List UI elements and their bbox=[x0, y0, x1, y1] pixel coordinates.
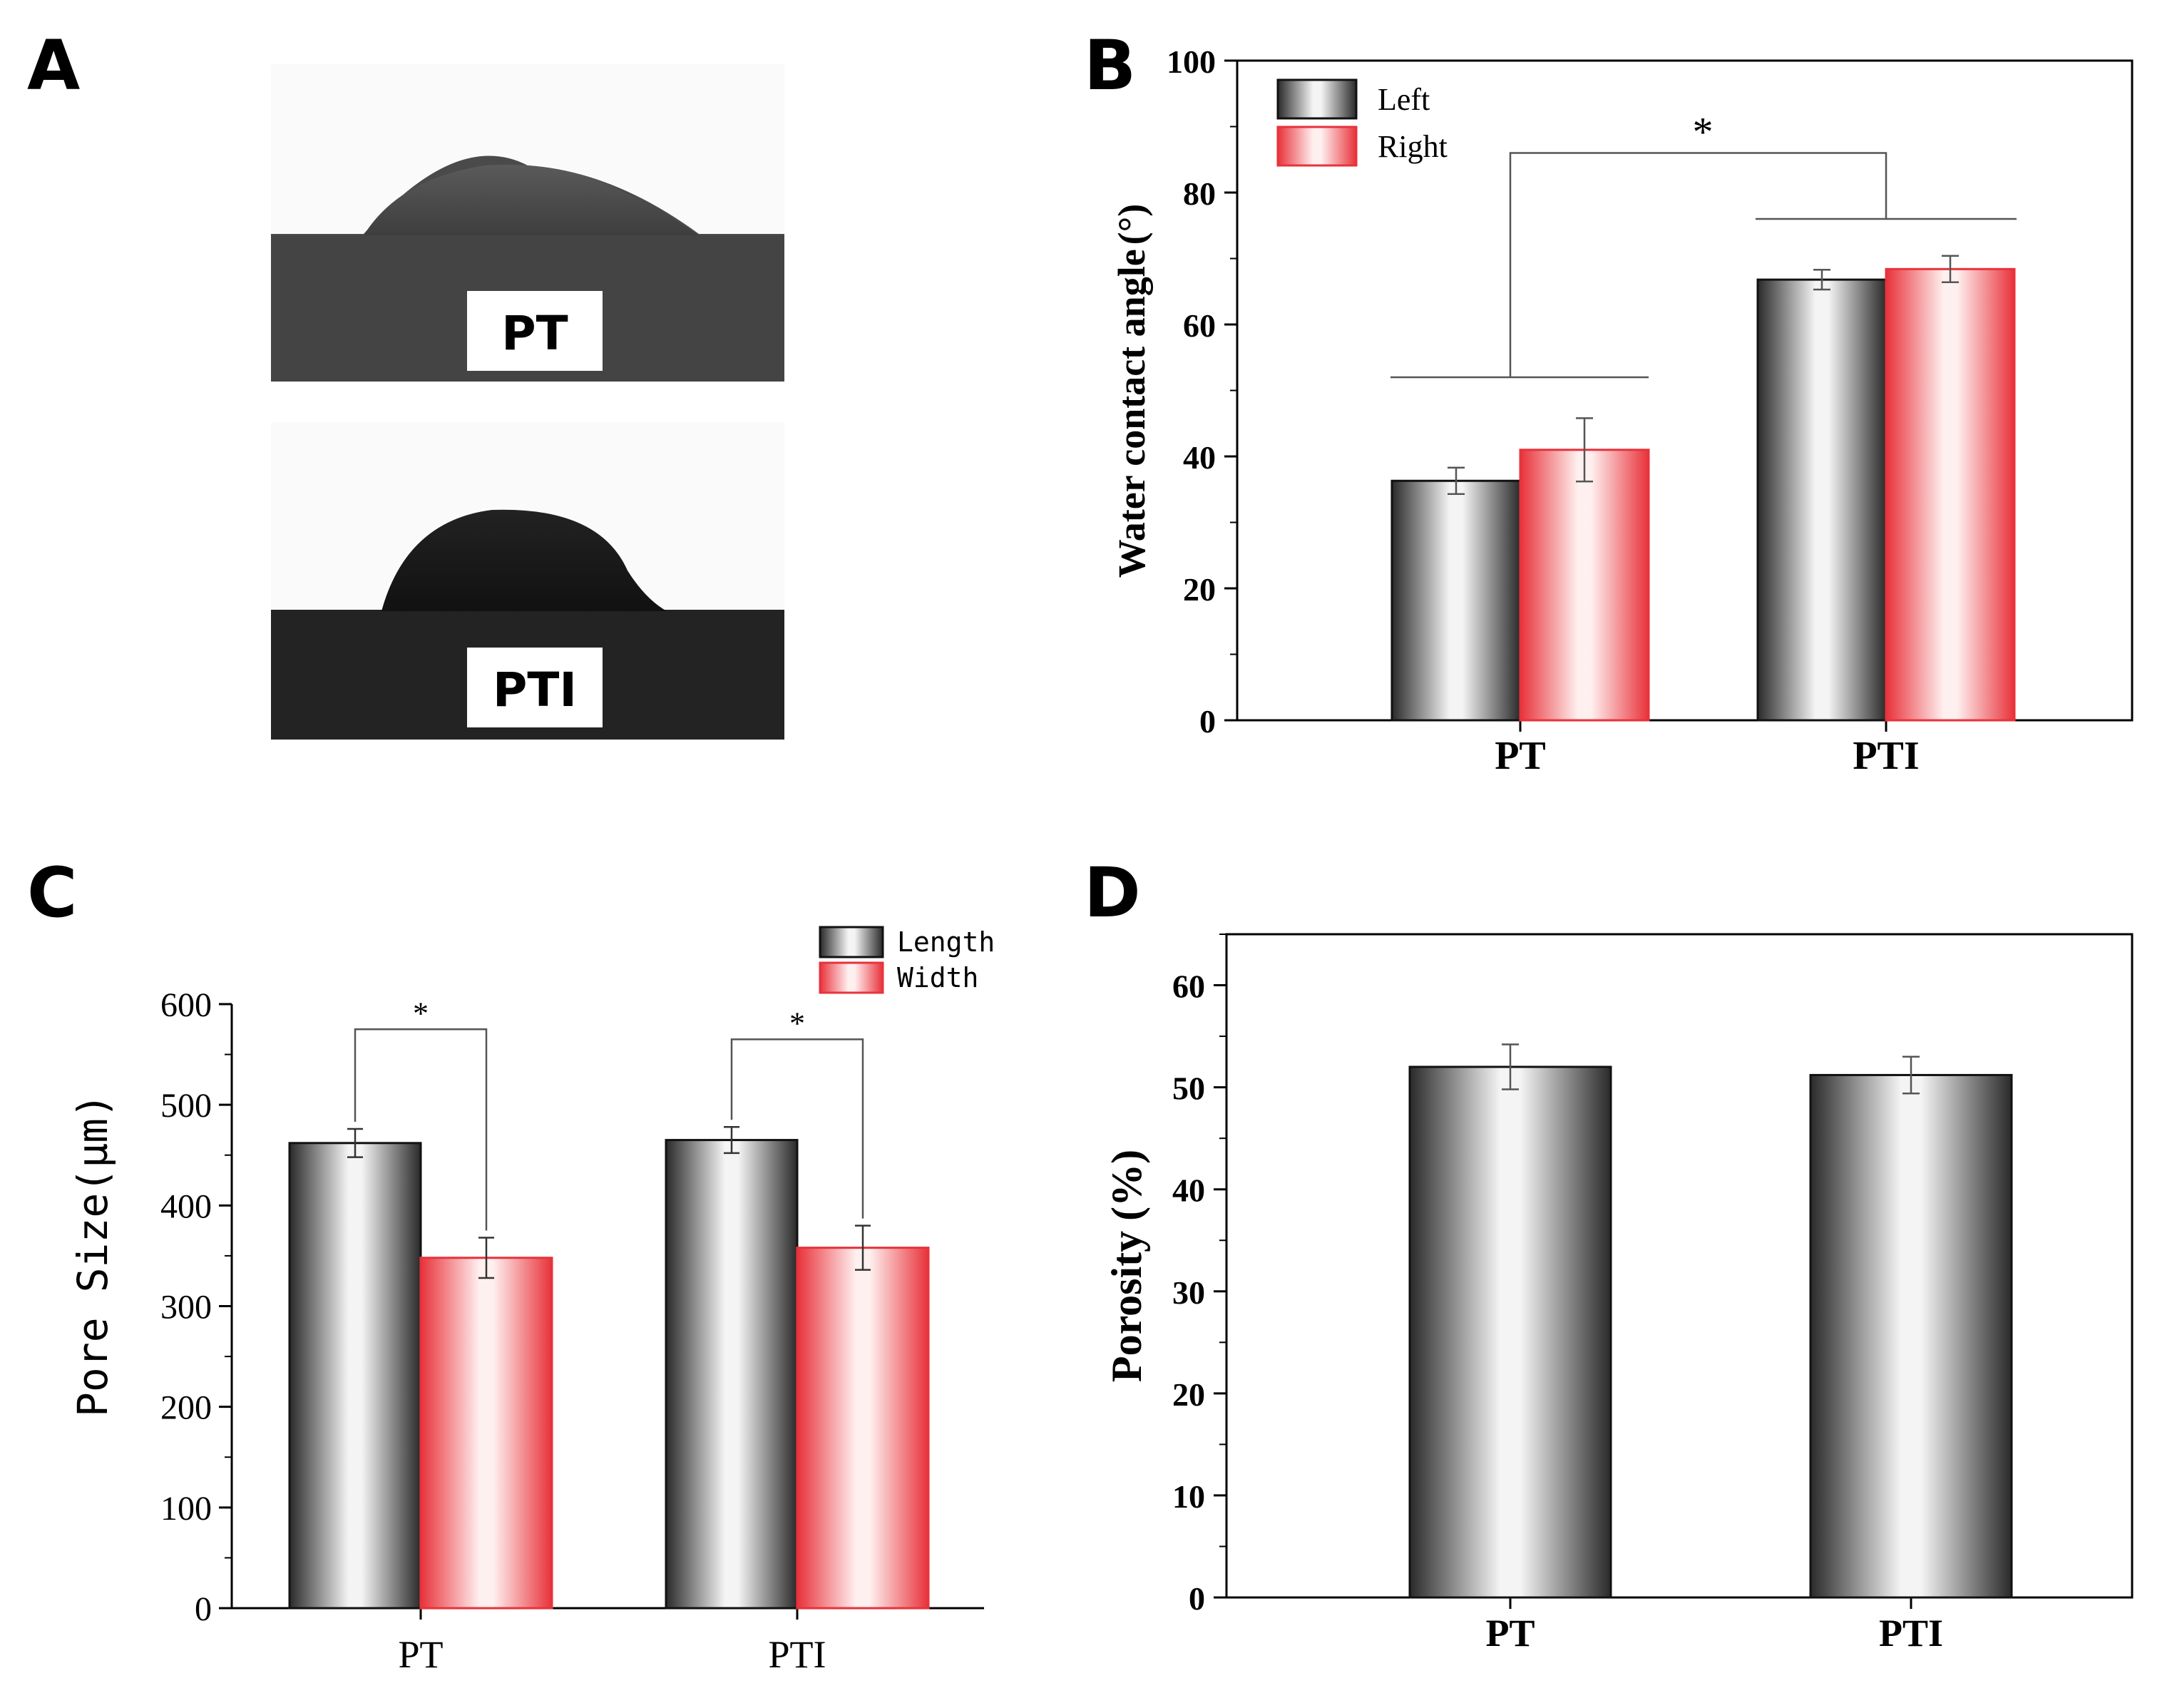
y-tick-label: 100 bbox=[160, 1490, 212, 1528]
y-tick-label: 200 bbox=[160, 1389, 212, 1427]
y-tick-label: 80 bbox=[1183, 175, 1216, 212]
legend-label: Length bbox=[897, 926, 995, 958]
legend-label: Right bbox=[1378, 129, 1448, 164]
y-axis-label: Porosity(%) bbox=[1103, 1150, 1150, 1382]
y-tick-label: 100 bbox=[1167, 44, 1216, 80]
y-tick-label: 50 bbox=[1172, 1070, 1205, 1107]
photo-label-pt: PT bbox=[501, 306, 568, 361]
bar bbox=[419, 1257, 553, 1610]
legend-swatch bbox=[1276, 78, 1358, 120]
significance-bracket bbox=[354, 1028, 488, 1231]
significance-bracket bbox=[1509, 152, 1888, 377]
legend-label: Left bbox=[1378, 82, 1430, 117]
panel-letter-a: A bbox=[27, 26, 80, 106]
legend-label: Width bbox=[897, 962, 978, 993]
bar bbox=[1756, 278, 1888, 722]
y-tick-label: 40 bbox=[1183, 439, 1216, 476]
photo-pt: PT bbox=[271, 64, 784, 382]
x-tick-label: PTI bbox=[1879, 1612, 1943, 1655]
y-tick-label: 30 bbox=[1172, 1274, 1205, 1311]
panel-letter-b: B bbox=[1084, 26, 1136, 106]
y-tick-label: 0 bbox=[1189, 1580, 1205, 1617]
panel-letter-c: C bbox=[27, 853, 77, 933]
y-tick-label: 0 bbox=[195, 1590, 212, 1628]
y-tick-label: 60 bbox=[1183, 307, 1216, 344]
x-tick-label: PTI bbox=[769, 1633, 826, 1676]
y-tick-label: 60 bbox=[1172, 968, 1205, 1005]
photo-label-box-pti bbox=[467, 648, 603, 727]
photo-pti: PTI bbox=[271, 422, 784, 740]
bar bbox=[1809, 1073, 2013, 1599]
bar bbox=[1885, 267, 2016, 722]
legend-swatch bbox=[819, 926, 884, 958]
y-tick-label: 10 bbox=[1172, 1478, 1205, 1515]
chart-pore-size: Pore Size(μm) 0 100 200 300 400 500 600 PT * PTI *… bbox=[68, 926, 995, 1676]
y-axis-label: Pore Size(μm) bbox=[68, 1093, 117, 1417]
y-tick-label: 600 bbox=[160, 986, 212, 1024]
y-tick-label: 0 bbox=[1199, 703, 1216, 740]
significance-star: * bbox=[1693, 109, 1714, 155]
y-tick-label: 40 bbox=[1172, 1172, 1205, 1209]
bar bbox=[665, 1139, 799, 1610]
bar bbox=[1519, 449, 1650, 722]
photo-label-box-pt bbox=[467, 291, 603, 371]
chart-porosity: Porosity(%) 0 10 20 30 40 50 60 PT PTI bbox=[1103, 933, 2134, 1655]
bar bbox=[288, 1142, 422, 1610]
legend-swatch bbox=[819, 961, 884, 994]
chart-water-contact-angle: Water contact angle(°) 0 20 40 60 80 100 PT PTI… bbox=[1110, 44, 2134, 778]
x-tick-label: PT bbox=[1495, 734, 1546, 778]
y-tick-label: 300 bbox=[160, 1289, 212, 1326]
panel-letter-d: D bbox=[1084, 853, 1141, 933]
significance-star: * bbox=[789, 1006, 805, 1040]
photo-label-pti: PTI bbox=[493, 663, 577, 717]
significance-star: * bbox=[413, 996, 429, 1031]
x-tick-label: PT bbox=[1485, 1612, 1535, 1655]
x-tick-label: PT bbox=[398, 1633, 443, 1676]
bar bbox=[796, 1247, 930, 1610]
legend-swatch bbox=[1276, 126, 1358, 167]
y-tick-label: 400 bbox=[160, 1187, 212, 1225]
bar bbox=[1390, 479, 1522, 722]
bar bbox=[1408, 1065, 1612, 1599]
plot-frame bbox=[1225, 933, 2134, 1599]
y-tick-label: 500 bbox=[160, 1087, 212, 1125]
x-tick-label: PTI bbox=[1853, 734, 1919, 778]
significance-bracket bbox=[730, 1038, 864, 1219]
y-tick-label: 20 bbox=[1172, 1376, 1205, 1413]
y-axis-label: Water contact angle(°) bbox=[1110, 204, 1153, 578]
y-tick-label: 20 bbox=[1183, 571, 1216, 608]
